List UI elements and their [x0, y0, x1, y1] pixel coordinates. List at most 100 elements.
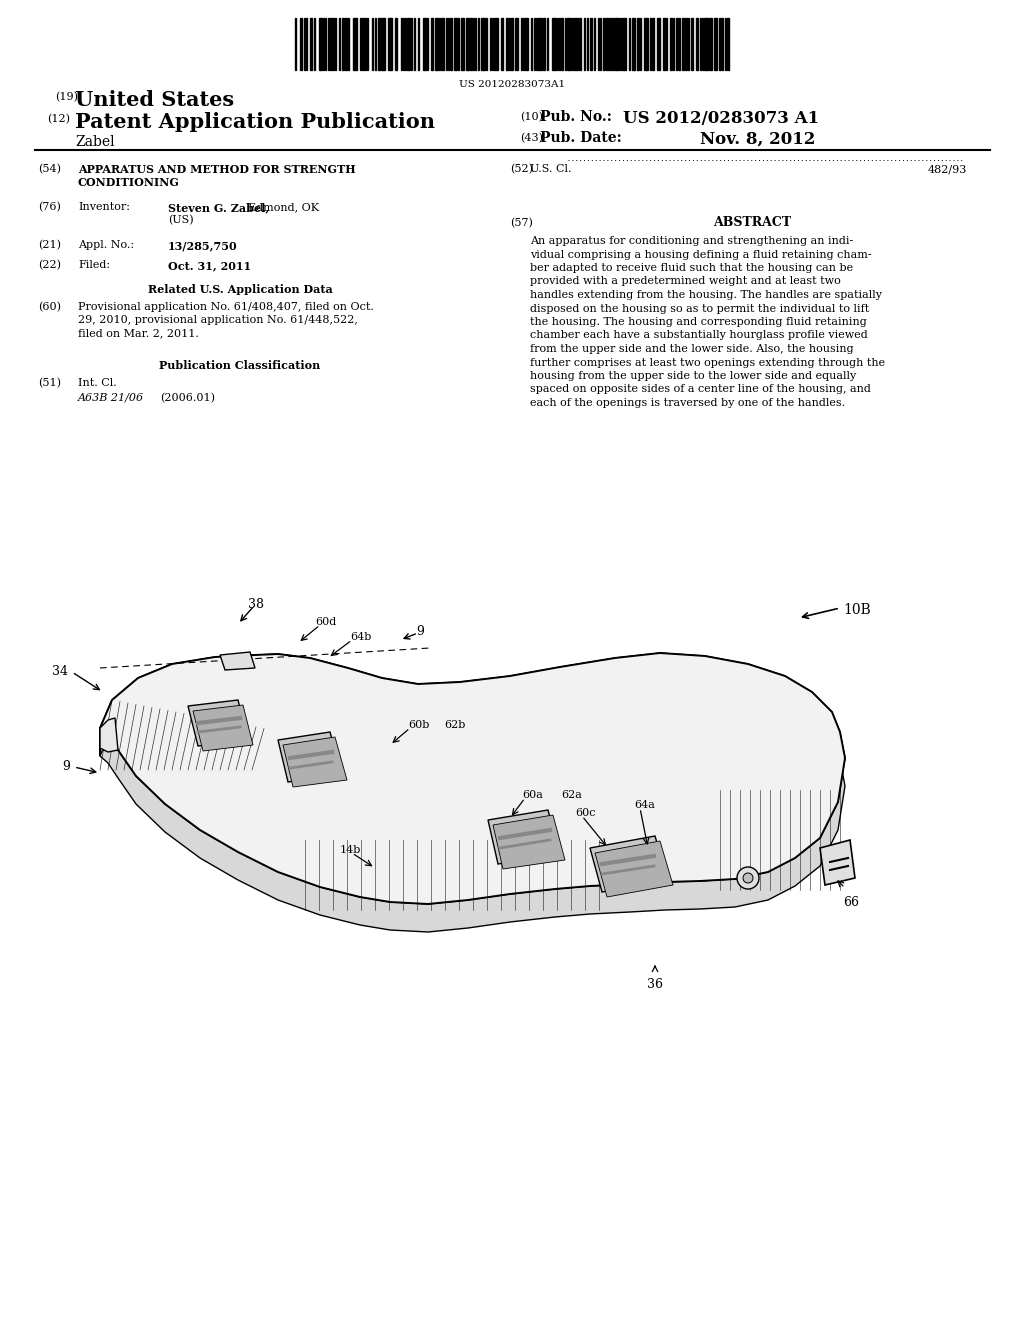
Text: Inventor:: Inventor: — [78, 202, 130, 213]
Bar — [609, 18, 611, 70]
Bar — [538, 18, 542, 70]
Bar — [678, 18, 680, 70]
Bar — [543, 18, 545, 70]
Bar — [652, 18, 654, 70]
Bar — [685, 18, 687, 70]
Polygon shape — [100, 718, 118, 752]
Bar — [510, 18, 513, 70]
Text: An apparatus for conditioning and strengthening an indi-: An apparatus for conditioning and streng… — [530, 236, 853, 246]
Text: 62a: 62a — [561, 789, 582, 800]
Text: (US): (US) — [168, 215, 194, 226]
Circle shape — [743, 873, 753, 883]
Text: (2006.01): (2006.01) — [160, 393, 215, 404]
Text: Nov. 8, 2012: Nov. 8, 2012 — [700, 131, 815, 148]
Text: further comprises at least two openings extending through the: further comprises at least two openings … — [530, 358, 885, 367]
Bar — [494, 18, 498, 70]
Text: Pub. No.:: Pub. No.: — [540, 110, 612, 124]
Text: US 2012/0283073 A1: US 2012/0283073 A1 — [623, 110, 819, 127]
Polygon shape — [820, 840, 855, 884]
Bar — [353, 18, 357, 70]
Bar — [714, 18, 717, 70]
Text: filed on Mar. 2, 2011.: filed on Mar. 2, 2011. — [78, 327, 199, 338]
Polygon shape — [188, 700, 248, 746]
Bar — [705, 18, 708, 70]
Text: Provisional application No. 61/408,407, filed on Oct.: Provisional application No. 61/408,407, … — [78, 302, 374, 312]
Bar — [319, 18, 322, 70]
Text: Patent Application Publication: Patent Application Publication — [75, 112, 435, 132]
Bar — [637, 18, 639, 70]
Bar — [670, 18, 672, 70]
Text: 29, 2010, provisional application No. 61/448,522,: 29, 2010, provisional application No. 61… — [78, 315, 357, 325]
Bar — [454, 18, 457, 70]
Bar — [515, 18, 518, 70]
Text: Filed:: Filed: — [78, 260, 111, 271]
Text: (19): (19) — [55, 92, 78, 103]
Text: (43): (43) — [520, 133, 543, 144]
Text: 36: 36 — [647, 978, 663, 991]
Text: provided with a predetermined weight and at least two: provided with a predetermined weight and… — [530, 276, 841, 286]
Polygon shape — [595, 841, 673, 898]
Text: 60c: 60c — [575, 808, 596, 818]
Text: Appl. No.:: Appl. No.: — [78, 240, 134, 249]
Text: 64a: 64a — [634, 800, 655, 810]
Bar — [407, 18, 410, 70]
Text: 38: 38 — [248, 598, 264, 611]
Polygon shape — [278, 733, 342, 781]
Bar — [657, 18, 660, 70]
Polygon shape — [193, 705, 253, 751]
Text: United States: United States — [75, 90, 234, 110]
Text: ber adapted to receive fluid such that the housing can be: ber adapted to receive fluid such that t… — [530, 263, 853, 273]
Text: handles extending from the housing. The handles are spatially: handles extending from the housing. The … — [530, 290, 882, 300]
Polygon shape — [493, 814, 565, 869]
Bar — [606, 18, 608, 70]
Bar — [466, 18, 469, 70]
Text: 13/285,750: 13/285,750 — [168, 240, 238, 251]
Bar — [727, 18, 729, 70]
Text: 14b: 14b — [340, 845, 361, 855]
Text: 60a: 60a — [522, 789, 543, 800]
Bar — [567, 18, 571, 70]
Bar — [552, 18, 556, 70]
Polygon shape — [100, 653, 845, 932]
Bar — [481, 18, 485, 70]
Text: 60b: 60b — [408, 719, 429, 730]
Text: U.S. Cl.: U.S. Cl. — [530, 164, 571, 174]
Bar — [381, 18, 385, 70]
Text: 10B: 10B — [843, 603, 870, 616]
Bar — [709, 18, 712, 70]
Bar — [561, 18, 563, 70]
Text: (21): (21) — [38, 240, 61, 251]
Bar — [632, 18, 635, 70]
Text: Publication Classification: Publication Classification — [160, 360, 321, 371]
Bar — [441, 18, 444, 70]
Bar — [310, 18, 312, 70]
Bar — [501, 18, 503, 70]
Bar — [525, 18, 528, 70]
Bar — [378, 18, 380, 70]
Bar — [696, 18, 698, 70]
Bar — [388, 18, 392, 70]
Text: (76): (76) — [38, 202, 60, 213]
Polygon shape — [488, 810, 560, 865]
Text: 60d: 60d — [315, 616, 336, 627]
Bar — [663, 18, 665, 70]
Bar — [622, 18, 626, 70]
Text: ABSTRACT: ABSTRACT — [713, 216, 792, 228]
Text: vidual comprising a housing defining a fluid retaining cham-: vidual comprising a housing defining a f… — [530, 249, 871, 260]
Text: each of the openings is traversed by one of the handles.: each of the openings is traversed by one… — [530, 399, 845, 408]
Polygon shape — [590, 836, 668, 892]
Bar — [461, 18, 464, 70]
Polygon shape — [100, 653, 845, 904]
Text: Int. Cl.: Int. Cl. — [78, 378, 117, 388]
Polygon shape — [220, 652, 255, 671]
Text: CONDITIONING: CONDITIONING — [78, 177, 180, 187]
Polygon shape — [283, 737, 347, 787]
Bar — [450, 18, 452, 70]
Text: housing from the upper side to the lower side and equally: housing from the upper side to the lower… — [530, 371, 856, 381]
Text: 62b: 62b — [444, 719, 465, 730]
Text: APPARATUS AND METHOD FOR STRENGTH: APPARATUS AND METHOD FOR STRENGTH — [78, 164, 355, 176]
Bar — [345, 18, 347, 70]
Bar — [435, 18, 438, 70]
Circle shape — [737, 867, 759, 888]
Text: 66: 66 — [843, 896, 859, 909]
